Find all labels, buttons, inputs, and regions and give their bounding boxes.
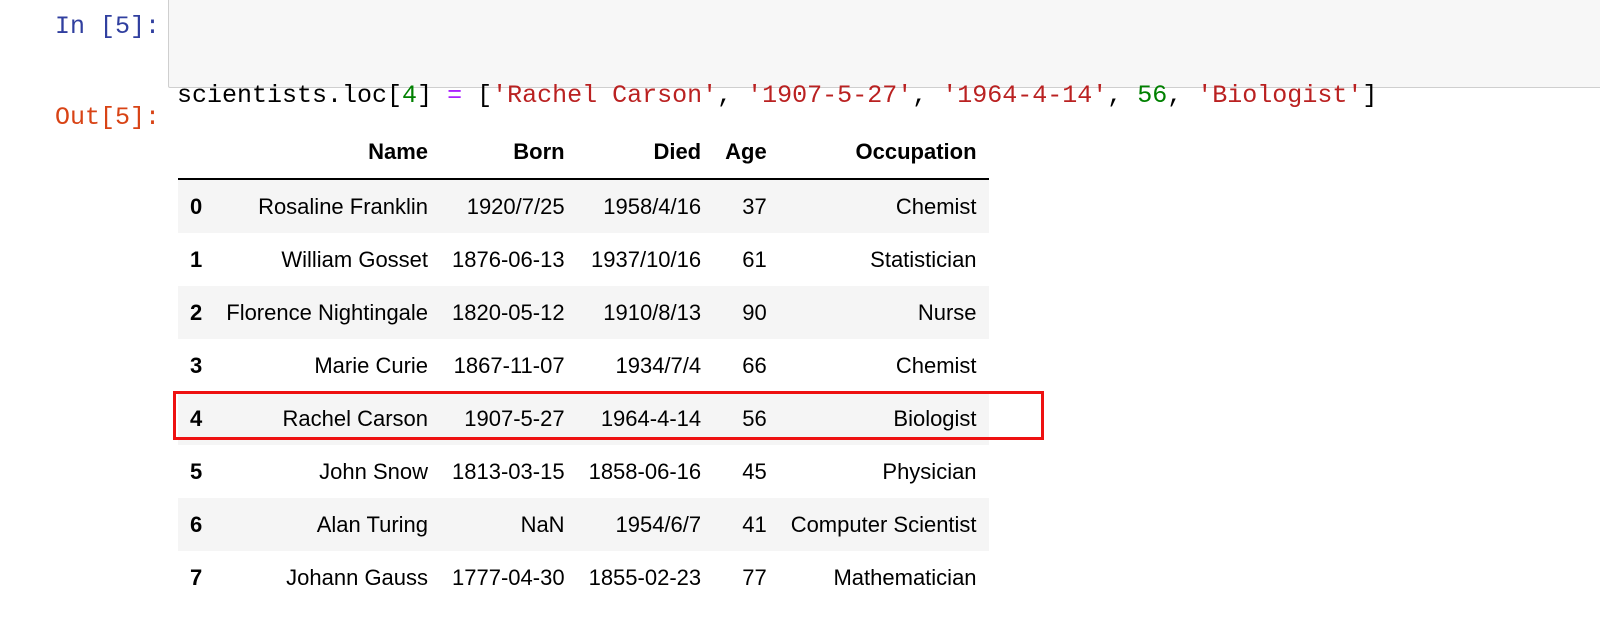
- cell-born: 1920/7/25: [466, 193, 565, 219]
- column-header-died: Died: [653, 139, 702, 164]
- code-line-1: scientists.loc[4] = ['Rachel Carson', '1…: [177, 79, 1600, 113]
- code-token: [: [462, 81, 493, 110]
- cell-occupation: Computer Scientist: [790, 511, 977, 537]
- row-index: 1: [190, 246, 203, 272]
- dataframe-table: Name Born Died Age Occupation 0 Rosaline…: [178, 126, 989, 604]
- cell-occupation: Nurse: [917, 299, 977, 325]
- code-line-2: scientists: [177, 183, 328, 212]
- cell-occupation: Chemist: [895, 193, 977, 219]
- table-row: 7 Johann Gauss 1777-04-30 1855-02-23 77 …: [178, 551, 989, 604]
- cell-died: 1910/8/13: [603, 299, 702, 325]
- cell-died: 1934/7/4: [615, 352, 702, 378]
- code-token-string: '1964-4-14': [942, 81, 1108, 110]
- cell-died: 1858-06-16: [588, 458, 702, 484]
- cell-occupation: Chemist: [895, 352, 977, 378]
- input-prompt: In [5]:: [54, 12, 160, 41]
- row-index: 7: [190, 564, 203, 590]
- cell-age: 90: [742, 299, 767, 325]
- cell-age: 66: [742, 352, 767, 378]
- cell-born: 1813-03-15: [452, 458, 565, 484]
- cell-died: 1937/10/16: [591, 246, 702, 272]
- code-token: ,: [1107, 81, 1138, 110]
- table-row: 0 Rosaline Franklin 1920/7/25 1958/4/16 …: [178, 179, 989, 233]
- code-token-string: 'Biologist': [1197, 81, 1363, 110]
- cell-born: 1867-11-07: [453, 352, 565, 378]
- table-row: 6 Alan Turing NaN 1954/6/7 41 Computer S…: [178, 498, 989, 551]
- cell-born: 1907-5-27: [464, 405, 565, 431]
- code-token: ,: [912, 81, 943, 110]
- column-header-age: Age: [725, 139, 767, 164]
- table-row-highlighted: 4 Rachel Carson 1907-5-27 1964-4-14 56 B…: [178, 392, 989, 445]
- code-token-string: '1907-5-27': [747, 81, 913, 110]
- cell-age: 77: [742, 564, 767, 590]
- row-index: 0: [190, 193, 203, 219]
- code-token: ,: [717, 81, 748, 110]
- column-header-born: Born: [513, 139, 565, 164]
- column-header-occupation: Occupation: [855, 139, 977, 164]
- code-token: ,: [1167, 81, 1198, 110]
- cell-name: Rachel Carson: [282, 405, 429, 431]
- index-header: [178, 126, 214, 179]
- cell-age: 61: [742, 246, 767, 272]
- code-token: ]: [417, 81, 448, 110]
- row-index: 3: [190, 352, 203, 378]
- column-header-name: Name: [368, 139, 429, 164]
- row-index: 5: [190, 458, 203, 484]
- table-row: 5 John Snow 1813-03-15 1858-06-16 45 Phy…: [178, 445, 989, 498]
- cell-occupation: Statistician: [870, 246, 977, 272]
- cell-age: 37: [742, 193, 767, 219]
- cell-name: Alan Turing: [316, 511, 429, 537]
- output-prompt: Out[5]:: [54, 103, 160, 132]
- cell-occupation: Physician: [882, 458, 977, 484]
- cell-died: 1954/6/7: [615, 511, 702, 537]
- row-index: 6: [190, 511, 203, 537]
- table-row: 1 William Gosset 1876-06-13 1937/10/16 6…: [178, 233, 989, 286]
- cell-name: Johann Gauss: [286, 564, 429, 590]
- cell-born: 1876-06-13: [452, 246, 565, 272]
- output-area: Name Born Died Age Occupation 0 Rosaline…: [173, 126, 1044, 604]
- code-cell-input[interactable]: scientists.loc[4] = ['Rachel Carson', '1…: [168, 0, 1600, 212]
- cell-name: Florence Nightingale: [226, 299, 429, 325]
- code-token-string: 'Rachel Carson': [492, 81, 718, 110]
- code-token: scientists.loc[: [177, 81, 403, 110]
- table-row: 3 Marie Curie 1867-11-07 1934/7/4 66 Che…: [178, 339, 989, 392]
- table-header-row: Name Born Died Age Occupation: [178, 126, 989, 179]
- cell-age: 56: [742, 405, 767, 431]
- cell-born: 1777-04-30: [452, 564, 565, 590]
- cell-age: 45: [742, 458, 767, 484]
- cell-name: Rosaline Franklin: [258, 193, 429, 219]
- cell-born: 1820-05-12: [452, 299, 565, 325]
- cell-born: NaN: [520, 511, 565, 537]
- cell-died: 1958/4/16: [603, 193, 702, 219]
- cell-name: William Gosset: [281, 246, 429, 272]
- row-index: 2: [190, 299, 203, 325]
- cell-name: John Snow: [319, 458, 429, 484]
- cell-occupation: Biologist: [893, 405, 977, 431]
- code-token-number: 4: [402, 81, 418, 110]
- cell-age: 41: [742, 511, 767, 537]
- cell-died: 1855-02-23: [588, 564, 702, 590]
- cell-occupation: Mathematician: [833, 564, 977, 590]
- code-token-operator: =: [447, 81, 463, 110]
- cell-name: Marie Curie: [314, 352, 429, 378]
- cell-died: 1964-4-14: [600, 405, 702, 431]
- code-token-number: 56: [1137, 81, 1168, 110]
- table-row: 2 Florence Nightingale 1820-05-12 1910/8…: [178, 286, 989, 339]
- row-index: 4: [190, 405, 203, 431]
- code-token: ]: [1362, 81, 1378, 110]
